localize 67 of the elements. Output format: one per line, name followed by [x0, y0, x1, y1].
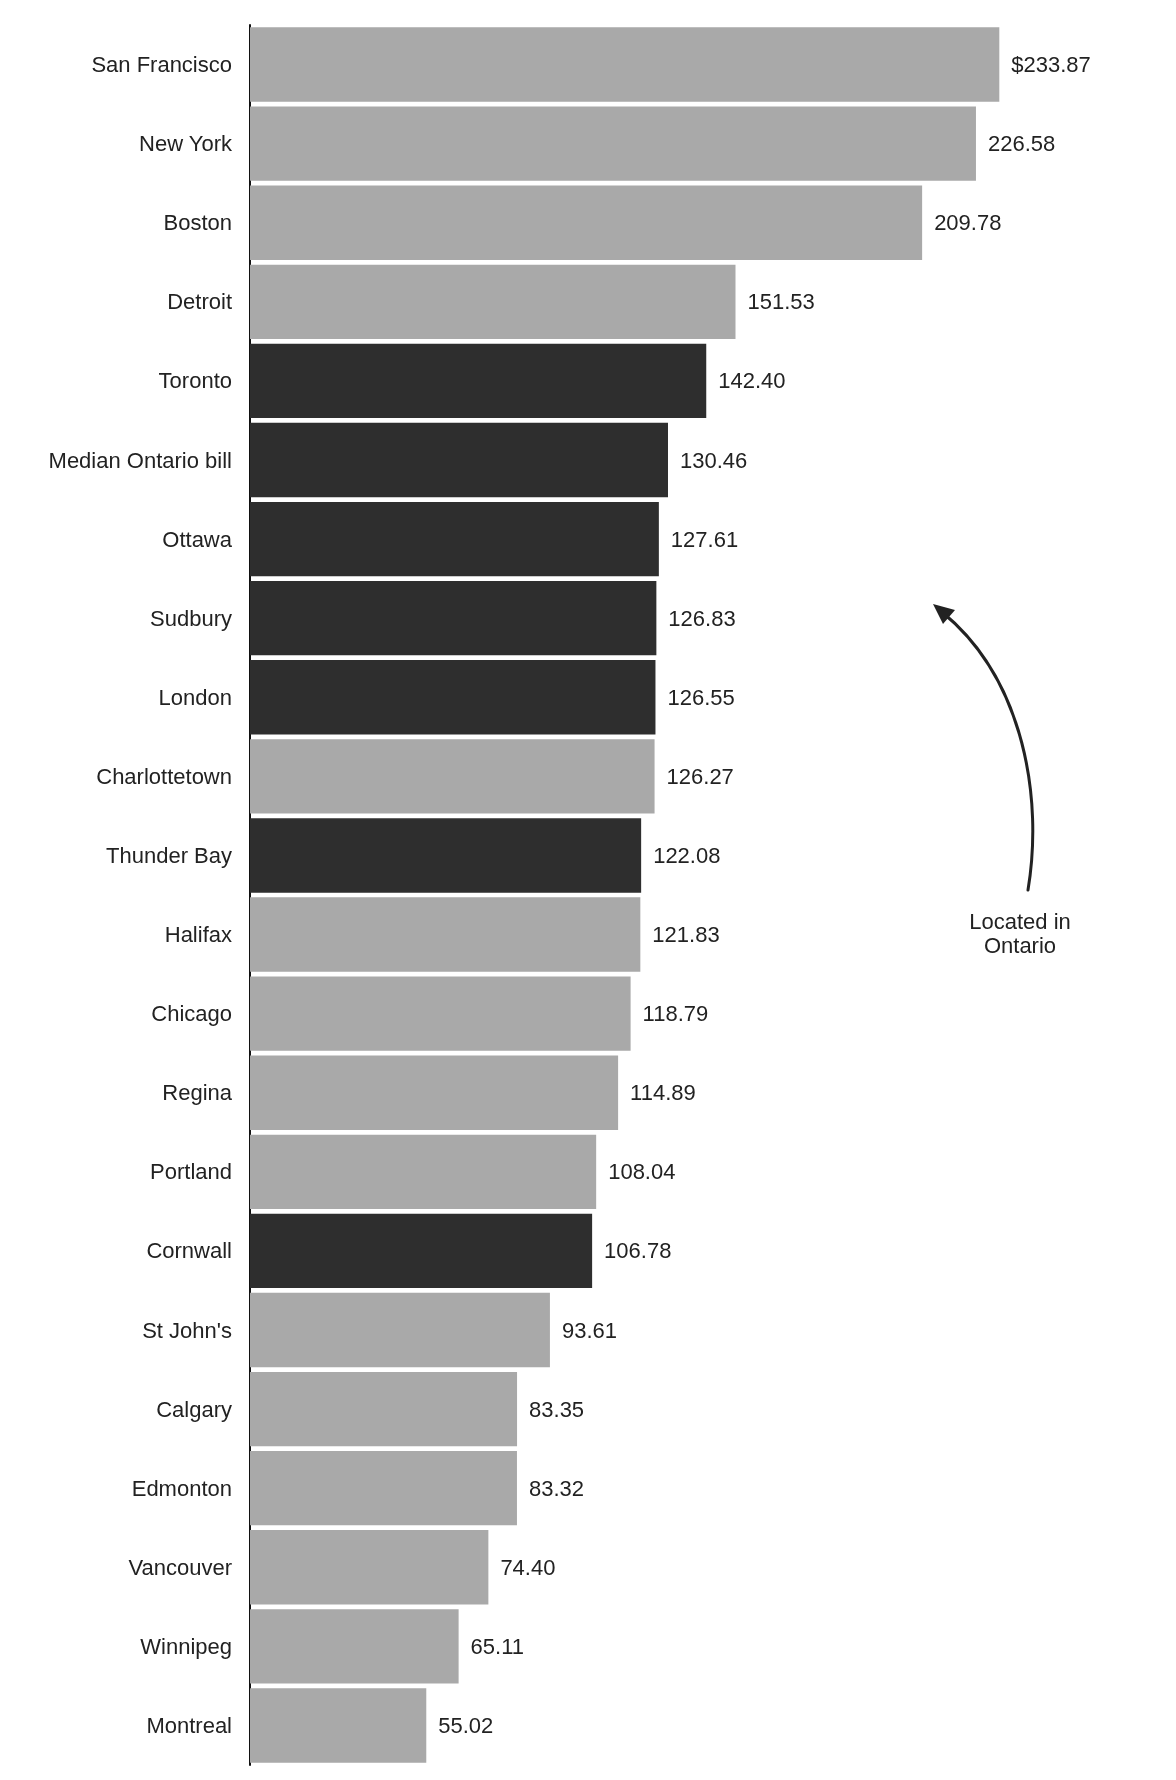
bar — [250, 1530, 489, 1605]
y-tick-label: Montreal — [146, 1712, 232, 1738]
bar — [250, 185, 923, 260]
y-tick-label: New York — [139, 131, 233, 157]
y-tick-label: Calgary — [156, 1396, 232, 1422]
bar — [250, 897, 641, 972]
data-label: 65.11 — [470, 1633, 525, 1659]
y-tick-label: Median Ontario bill — [48, 447, 232, 473]
bar — [250, 264, 736, 339]
bar — [250, 581, 657, 656]
data-label: 106.78 — [604, 1238, 672, 1264]
y-tick-label: St John's — [142, 1317, 232, 1343]
data-label: 142.40 — [718, 368, 786, 394]
bar — [250, 976, 631, 1051]
y-tick-label: Chicago — [151, 1001, 232, 1027]
data-label: 121.83 — [652, 922, 720, 948]
bar — [250, 422, 668, 498]
data-label: 74.40 — [500, 1554, 556, 1580]
y-tick-label: Ottawa — [162, 526, 233, 552]
data-label: 83.35 — [529, 1396, 585, 1422]
y-tick-label: Toronto — [158, 368, 232, 394]
data-label: 126.27 — [666, 763, 734, 789]
data-label: 93.61 — [561, 1317, 617, 1343]
bar — [250, 660, 656, 735]
y-tick-label: Boston — [163, 210, 232, 236]
y-tick-label: San Francisco — [91, 52, 232, 78]
y-tick-label: Portland — [150, 1159, 232, 1185]
data-label: 114.89 — [630, 1080, 696, 1106]
bar — [250, 1055, 619, 1130]
bar — [250, 1451, 517, 1526]
data-label: 118.79 — [642, 1001, 709, 1027]
annotation: Located in Ontario — [968, 909, 1072, 958]
y-tick-label: Detroit — [167, 289, 232, 315]
bar — [250, 1609, 459, 1684]
data-label: 108.04 — [608, 1159, 676, 1185]
y-tick-label: Charlottetown — [96, 763, 232, 789]
y-tick-label: Edmonton — [131, 1475, 232, 1501]
data-label: 83.32 — [528, 1475, 585, 1501]
data-label: 226.58 — [987, 131, 1056, 157]
data-label: 151.53 — [747, 289, 815, 315]
bar — [250, 27, 1000, 102]
data-label: 127.61 — [670, 526, 739, 552]
data-label: 126.55 — [667, 684, 735, 710]
data-label: 55.02 — [438, 1712, 494, 1738]
data-label: $233.87 — [1011, 52, 1091, 78]
data-label: 209.78 — [934, 210, 1002, 236]
y-tick-label: Cornwall — [146, 1238, 232, 1264]
data-label: 126.83 — [668, 605, 736, 631]
bar — [250, 1213, 593, 1289]
bar — [250, 818, 642, 893]
data-label: 130.46 — [679, 447, 748, 473]
bar — [250, 106, 976, 181]
y-tick-label: Vancouver — [128, 1554, 232, 1580]
bar — [250, 343, 707, 419]
bar — [250, 1688, 427, 1763]
y-tick-label: Regina — [162, 1080, 233, 1106]
y-tick-label: Halifax — [164, 922, 232, 948]
y-tick-label: Thunder Bay — [106, 842, 232, 868]
bar — [250, 501, 659, 577]
bar — [250, 1134, 597, 1209]
y-tick-label: Sudbury — [150, 605, 232, 631]
bar — [250, 1371, 518, 1447]
y-tick-label: London — [158, 684, 232, 710]
bar — [250, 1292, 550, 1368]
bar — [250, 739, 655, 814]
y-tick-label: Winnipeg — [140, 1633, 232, 1659]
data-label: 122.08 — [653, 842, 721, 868]
